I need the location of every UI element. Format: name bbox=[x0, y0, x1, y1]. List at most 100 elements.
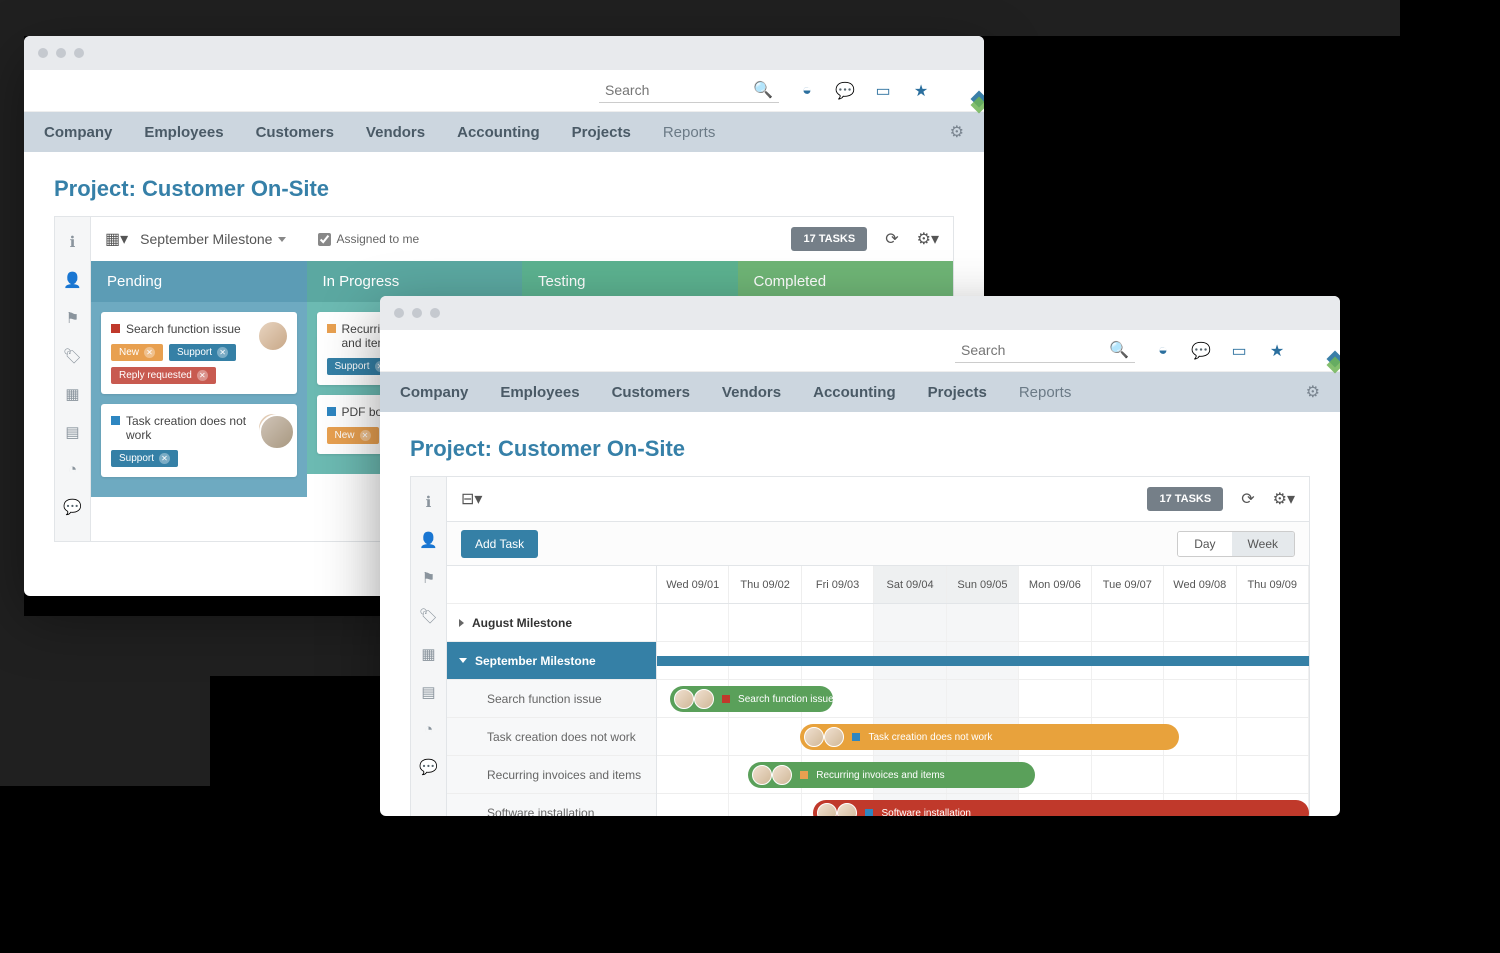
nav-employees[interactable]: Employees bbox=[500, 384, 579, 401]
gantt-task-bar[interactable]: Software installation bbox=[813, 800, 1309, 816]
search-input[interactable] bbox=[961, 342, 1101, 358]
star-icon[interactable]: ★ bbox=[911, 81, 931, 101]
nav-reports[interactable]: Reports bbox=[663, 124, 716, 141]
nav-employees[interactable]: Employees bbox=[144, 124, 223, 141]
kanban-card[interactable]: Search function issueNew✕Support✕Reply r… bbox=[101, 312, 297, 394]
avatar bbox=[257, 412, 289, 444]
flag-icon[interactable]: ⚑ bbox=[422, 569, 435, 587]
gantt-task-label[interactable]: Recurring invoices and items bbox=[447, 756, 656, 794]
refresh-icon[interactable]: ⟳ bbox=[885, 229, 898, 249]
gantt-milestone-row[interactable]: August Milestone bbox=[447, 604, 656, 642]
card-tag[interactable]: New✕ bbox=[327, 427, 379, 444]
nav-vendors[interactable]: Vendors bbox=[366, 124, 425, 141]
milestone-bar[interactable] bbox=[657, 656, 1309, 666]
assigned-to-me-checkbox[interactable]: Assigned to me bbox=[318, 232, 419, 246]
card-tag[interactable]: Support✕ bbox=[169, 344, 236, 361]
search-icon[interactable]: 🔍 bbox=[1109, 340, 1129, 360]
task-count: 17 TASKS bbox=[1147, 487, 1223, 511]
person-icon[interactable]: 👤 bbox=[419, 531, 438, 549]
view-week[interactable]: Week bbox=[1232, 532, 1294, 556]
info-icon[interactable]: ℹ bbox=[70, 233, 76, 251]
board-view-icon[interactable]: ▦▾ bbox=[105, 229, 128, 249]
gantt-date-header: Fri 09/03 bbox=[802, 566, 874, 603]
view-day[interactable]: Day bbox=[1178, 532, 1231, 556]
nav-customers[interactable]: Customers bbox=[612, 384, 690, 401]
gear-icon[interactable]: ⚙▾ bbox=[1273, 489, 1295, 509]
gantt-task-label[interactable]: Software installation bbox=[447, 794, 656, 816]
gantt-date-header: Thu 09/02 bbox=[729, 566, 801, 603]
gantt-task-bar[interactable]: Task creation does not work bbox=[800, 724, 1178, 750]
side-strip: ℹ 👤 ⚑ 🏷 ▦ ▤ ◔ 💬 bbox=[410, 476, 446, 816]
card-icon[interactable]: ▭ bbox=[1229, 341, 1249, 361]
gantt-task-bar[interactable]: Search function issue bbox=[670, 686, 833, 712]
gear-icon[interactable]: ⚙ bbox=[1306, 382, 1320, 402]
nav-company[interactable]: Company bbox=[400, 384, 468, 401]
card-tag[interactable]: New✕ bbox=[111, 344, 163, 361]
window-dot[interactable] bbox=[74, 48, 84, 58]
archive-icon[interactable]: ▤ bbox=[421, 683, 435, 701]
kanban-card[interactable]: Task creation does not workSupport✕ bbox=[101, 404, 297, 477]
card-tag[interactable]: Reply requested✕ bbox=[111, 367, 216, 384]
kanban-column-header: Pending bbox=[91, 261, 307, 302]
star-icon[interactable]: ★ bbox=[1267, 341, 1287, 361]
dashboard-icon[interactable]: ◒ bbox=[797, 82, 817, 100]
window-dot[interactable] bbox=[38, 48, 48, 58]
chart-icon[interactable]: ◔ bbox=[68, 461, 77, 478]
nav-accounting[interactable]: Accounting bbox=[813, 384, 896, 401]
gear-icon[interactable]: ⚙▾ bbox=[917, 229, 939, 249]
chat-icon[interactable]: 💬 bbox=[835, 81, 855, 101]
nav-projects[interactable]: Projects bbox=[572, 124, 631, 141]
nav-vendors[interactable]: Vendors bbox=[722, 384, 781, 401]
nav-customers[interactable]: Customers bbox=[256, 124, 334, 141]
info-icon[interactable]: ℹ bbox=[426, 493, 432, 511]
gantt-date-header: Wed 09/01 bbox=[657, 566, 729, 603]
avatar bbox=[257, 320, 289, 352]
gantt-date-header: Mon 09/06 bbox=[1019, 566, 1091, 603]
add-task-button[interactable]: Add Task bbox=[461, 530, 538, 558]
chart-icon[interactable]: ◔ bbox=[424, 721, 433, 738]
search-input-wrap[interactable]: 🔍 bbox=[599, 78, 779, 103]
search-input[interactable] bbox=[605, 82, 745, 98]
calendar-icon[interactable]: ▦ bbox=[421, 645, 435, 663]
gantt-date-header: Tue 09/07 bbox=[1092, 566, 1164, 603]
chat-icon[interactable]: 💬 bbox=[1191, 341, 1211, 361]
kanban-column-body[interactable]: Search function issueNew✕Support✕Reply r… bbox=[91, 302, 307, 497]
refresh-icon[interactable]: ⟳ bbox=[1241, 489, 1254, 509]
gantt-date-header: Sun 09/05 bbox=[947, 566, 1019, 603]
navbar: Company Employees Customers Vendors Acco… bbox=[24, 112, 984, 152]
titlebar bbox=[380, 296, 1340, 330]
page-title: Project: Customer On-Site bbox=[24, 152, 984, 216]
search-input-wrap[interactable]: 🔍 bbox=[955, 338, 1135, 363]
card-tag[interactable]: Support✕ bbox=[111, 450, 178, 467]
nav-projects[interactable]: Projects bbox=[928, 384, 987, 401]
card-icon[interactable]: ▭ bbox=[873, 81, 893, 101]
milestone-selector[interactable]: September Milestone bbox=[140, 231, 286, 247]
gantt-task-label[interactable]: Task creation does not work bbox=[447, 718, 656, 756]
comment-icon[interactable]: 💬 bbox=[419, 758, 438, 776]
gantt-milestone-row[interactable]: September Milestone bbox=[447, 642, 656, 680]
gantt-date-header: Sat 09/04 bbox=[874, 566, 946, 603]
nav-reports[interactable]: Reports bbox=[1019, 384, 1072, 401]
comment-icon[interactable]: 💬 bbox=[63, 498, 82, 516]
calendar-icon[interactable]: ▦ bbox=[65, 385, 79, 403]
nav-accounting[interactable]: Accounting bbox=[457, 124, 540, 141]
nav-company[interactable]: Company bbox=[44, 124, 112, 141]
gantt-task-bar[interactable]: Recurring invoices and items bbox=[748, 762, 1035, 788]
archive-icon[interactable]: ▤ bbox=[65, 423, 79, 441]
dashboard-icon[interactable]: ◒ bbox=[1153, 342, 1173, 360]
window-dot[interactable] bbox=[430, 308, 440, 318]
gantt-task-label[interactable]: Search function issue bbox=[447, 680, 656, 718]
gantt-window: 🔍 ◒ 💬 ▭ ★ Company Employees Customers Ve… bbox=[380, 296, 1340, 816]
window-dot[interactable] bbox=[394, 308, 404, 318]
gantt-view-icon[interactable]: ⊟▾ bbox=[461, 489, 482, 509]
topbar: 🔍 ◒ 💬 ▭ ★ bbox=[24, 70, 984, 112]
gear-icon[interactable]: ⚙ bbox=[950, 122, 964, 142]
window-dot[interactable] bbox=[56, 48, 66, 58]
window-dot[interactable] bbox=[412, 308, 422, 318]
flag-icon[interactable]: ⚑ bbox=[66, 309, 79, 327]
tag-icon[interactable]: 🏷 bbox=[419, 607, 438, 625]
search-icon[interactable]: 🔍 bbox=[753, 80, 773, 100]
tag-icon[interactable]: 🏷 bbox=[63, 347, 82, 365]
person-icon[interactable]: 👤 bbox=[63, 271, 82, 289]
view-toggle[interactable]: Day Week bbox=[1177, 531, 1295, 557]
